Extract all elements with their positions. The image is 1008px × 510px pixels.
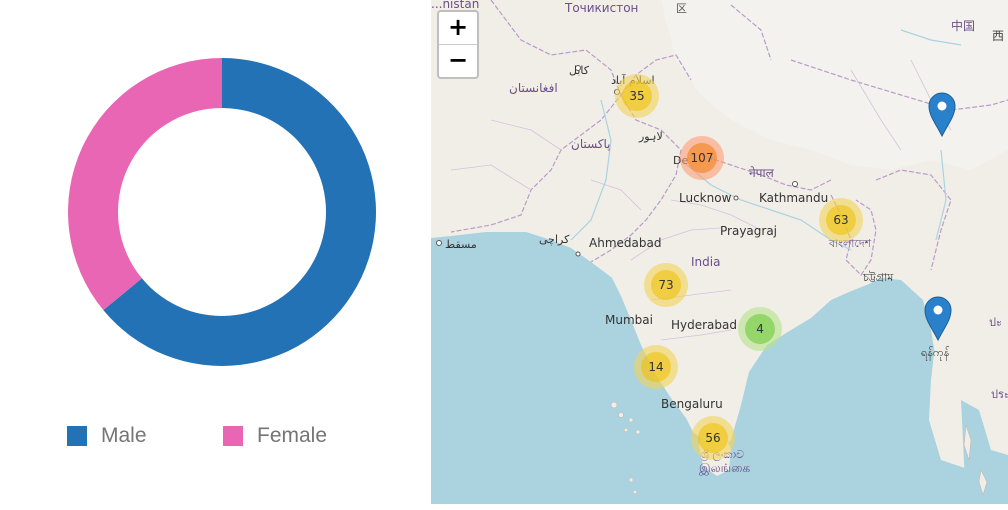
legend-item-female[interactable]: Female [223, 424, 327, 448]
cluster-marker[interactable]: 56 [691, 416, 735, 460]
gender-donut-chart [68, 58, 377, 367]
cluster-marker[interactable]: 107 [680, 136, 724, 180]
indian-peninsula [591, 258, 771, 440]
label-tajikistan: Точикистон [564, 1, 638, 15]
donut-slice-female[interactable] [68, 58, 222, 311]
map-tiles[interactable]: ...nistan Точикистон 区 中国 西 کابل اسلام آ… [431, 0, 1008, 504]
label-mumbai: Mumbai [605, 313, 653, 327]
label-pakistan: پاکستان [571, 137, 611, 151]
label-ahmedabad: Ahmedabad [589, 236, 661, 250]
zoom-out-button[interactable]: − [447, 46, 469, 74]
label-china-abbrev: 西 [992, 29, 1004, 43]
map-view[interactable]: ...nistan Точикистон 区 中国 西 کابل اسلام آ… [431, 0, 1008, 504]
label-muscat: مسقط [445, 238, 477, 251]
pin-marker[interactable] [928, 92, 956, 138]
tibetan-plateau [661, 0, 1008, 170]
label-nepal: नेपाल [749, 166, 775, 180]
donut-slice-male[interactable] [103, 58, 377, 367]
cluster-count: 35 [629, 89, 644, 103]
legend-label-female: Female [257, 424, 328, 447]
country-borders [450, 0, 1008, 276]
pin-marker[interactable] [924, 296, 952, 342]
legend-swatch-male [67, 426, 87, 446]
legend-swatch-female [223, 426, 243, 446]
cluster-count: 4 [756, 322, 764, 336]
cluster-marker[interactable]: 63 [819, 198, 863, 242]
marker-clusters[interactable]: 35 107 63 73 4 14 [615, 74, 863, 460]
label-lahore: لاہور [638, 130, 663, 143]
label-karachi: کراچی [539, 233, 570, 246]
label-hyderabad: Hyderabad [671, 318, 737, 332]
arabian-sea [431, 232, 747, 504]
state-borders [450, 59, 952, 341]
andaman-sea [961, 400, 1008, 504]
label-afghanistan: افغانستان [509, 81, 558, 95]
label-bengaluru: Bengaluru [661, 397, 723, 411]
label-edge-right: ปะ [989, 316, 1002, 329]
map-marker-icon [937, 101, 947, 111]
cluster-marker[interactable]: 14 [634, 345, 678, 389]
rivers [570, 29, 962, 251]
label-afghanistan-top: ...nistan [431, 0, 479, 11]
label-yangon: ရန်ကုန် [921, 346, 949, 361]
label-chittagong: চট্টগ্রাম [862, 271, 894, 284]
label-kabul: کابل [569, 64, 590, 77]
legend-item-male[interactable]: Male [67, 424, 147, 448]
cluster-count: 14 [648, 360, 663, 374]
zoom-in-button[interactable]: + [439, 12, 477, 45]
zoom-control: + − [437, 10, 479, 79]
gender-donut-panel: Male Female [0, 0, 430, 510]
cluster-marker[interactable]: 35 [615, 74, 659, 118]
islands [610, 401, 988, 497]
label-lucknow: Lucknow [679, 191, 732, 205]
cluster-count: 63 [833, 213, 848, 227]
cluster-marker[interactable]: 4 [738, 307, 782, 351]
cluster-count: 73 [658, 278, 673, 292]
legend-label-male: Male [101, 424, 147, 447]
map-marker-icon [933, 305, 943, 315]
cluster-count: 56 [705, 431, 720, 445]
label-thailand: ประเทศ [991, 388, 1008, 401]
cluster-count: 107 [691, 151, 714, 165]
label-kathmandu: Kathmandu [759, 191, 828, 205]
map-labels: ...nistan Точикистон 区 中国 西 کابل اسلام آ… [431, 0, 1008, 476]
label-region-mark: 区 [676, 2, 687, 15]
label-india: India [691, 255, 720, 269]
label-china: 中国 [951, 18, 975, 33]
cluster-marker[interactable]: 73 [644, 263, 688, 307]
label-sri-lanka-tamil: இலங்கை [699, 461, 751, 476]
label-prayagraj: Prayagraj [720, 224, 777, 238]
